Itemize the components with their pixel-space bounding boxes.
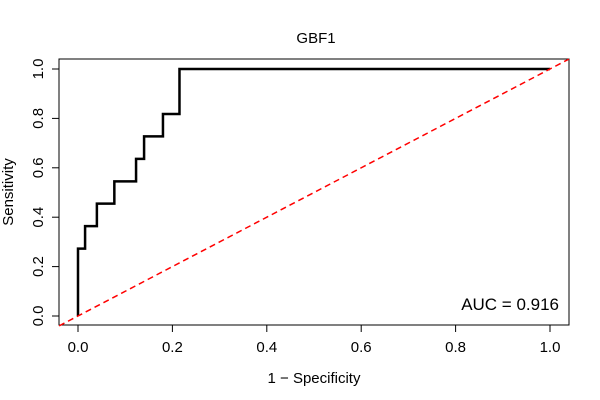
- x-tick-label: 0.2: [162, 339, 183, 356]
- x-axis: 0.0 0.2 0.4 0.6 0.8 1.0: [68, 325, 561, 356]
- roc-curve-line: [76, 67, 550, 316]
- y-tick-label: 0.2: [30, 256, 47, 277]
- x-tick-label: 0.4: [256, 339, 277, 356]
- y-axis-label: Sensitivity: [0, 158, 17, 226]
- auc-annotation: AUC = 0.916: [461, 295, 559, 314]
- y-tick-label: 0.6: [30, 157, 47, 178]
- y-tick-label: 0.0: [30, 306, 47, 327]
- x-axis-label: 1 − Specificity: [268, 370, 361, 387]
- y-tick-label: 0.8: [30, 108, 47, 129]
- plot-frame: [58, 58, 570, 326]
- y-tick-label: 0.4: [30, 207, 47, 228]
- series-layer: [58, 58, 570, 327]
- x-tick-label: 0.0: [68, 339, 89, 356]
- y-tick-label: 1.0: [30, 59, 47, 80]
- x-tick-label: 0.6: [351, 339, 372, 356]
- chart-title: GBF1: [296, 30, 335, 47]
- x-tick-label: 0.8: [445, 339, 466, 356]
- x-tick-label: 1.0: [540, 339, 561, 356]
- y-axis: 0.0 0.2 0.4 0.6 0.8 1.0: [30, 59, 59, 327]
- reference-diagonal-line: [58, 58, 570, 327]
